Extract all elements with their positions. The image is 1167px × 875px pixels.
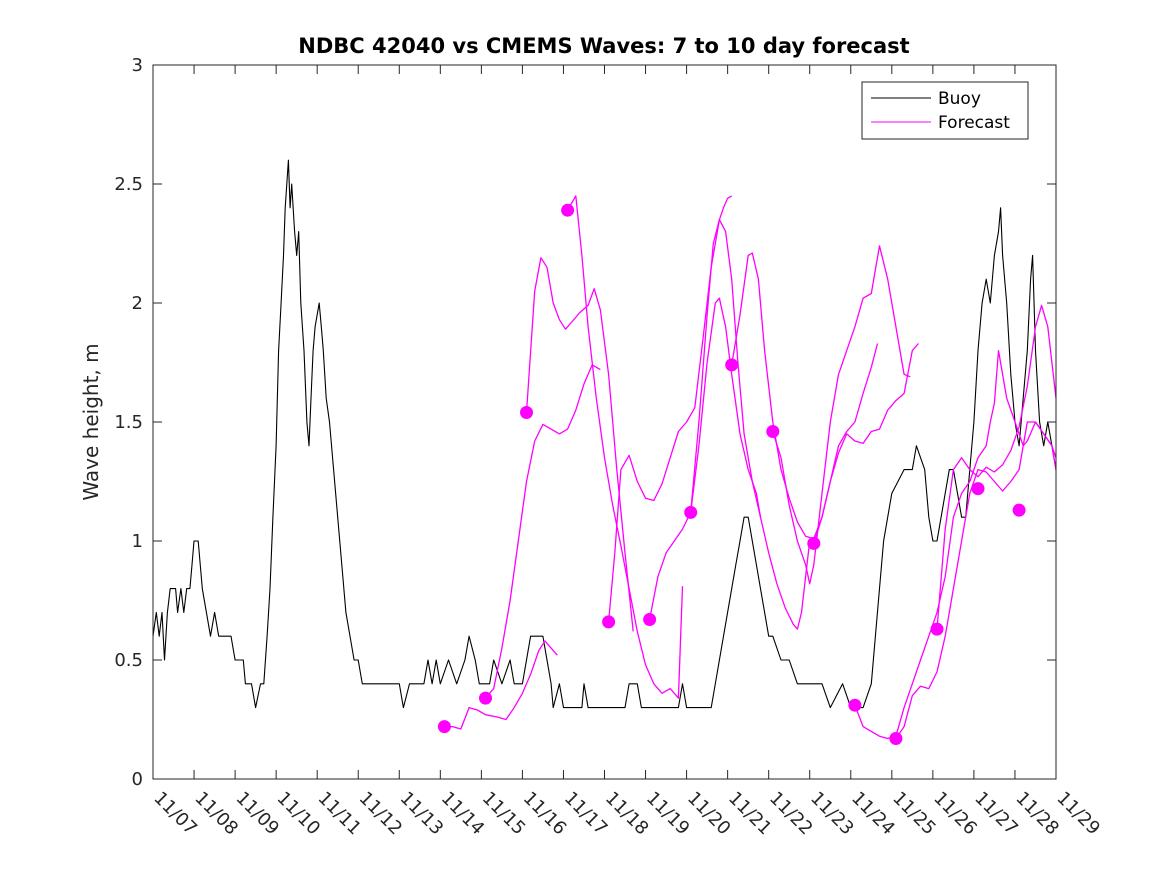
x-tick-label: 11/23 bbox=[806, 788, 858, 840]
forecast-start-marker-14 bbox=[971, 482, 985, 496]
forecast-series-line-1 bbox=[444, 640, 558, 730]
x-tick-label: 11/28 bbox=[1011, 788, 1063, 840]
forecast-start-marker-4 bbox=[561, 203, 575, 217]
y-tick-label: 2.5 bbox=[114, 174, 143, 195]
forecast-start-marker-13 bbox=[930, 622, 944, 636]
buoy-series-line bbox=[152, 159, 1057, 709]
forecast-start-marker-3 bbox=[520, 406, 533, 419]
y-tick-label: 2 bbox=[132, 293, 143, 314]
x-tick-label: 11/13 bbox=[396, 788, 448, 840]
forecast-series-line-12 bbox=[895, 421, 1057, 739]
forecast-series-line-8 bbox=[731, 252, 879, 540]
x-tick-label: 11/09 bbox=[232, 788, 284, 840]
forecast-series-line-9 bbox=[772, 245, 911, 585]
x-tick-label: 11/21 bbox=[724, 788, 776, 840]
x-tick-label: 11/29 bbox=[1052, 788, 1104, 840]
y-tick-label: 1 bbox=[132, 531, 143, 552]
forecast-start-marker-15 bbox=[1012, 503, 1026, 517]
x-tick-label: 11/07 bbox=[149, 788, 201, 840]
forecast-series-line-4 bbox=[567, 195, 684, 699]
y-tick-label: 0 bbox=[132, 769, 143, 790]
x-tick-label: 11/14 bbox=[437, 788, 489, 840]
x-tick-label: 11/17 bbox=[560, 788, 612, 840]
x-tick-label: 11/19 bbox=[642, 788, 694, 840]
forecast-series-line-13 bbox=[936, 304, 1057, 630]
plot-area bbox=[153, 65, 1056, 779]
legend-box bbox=[861, 81, 1029, 140]
x-tick-label: 11/22 bbox=[765, 788, 817, 840]
x-tick-label: 11/15 bbox=[478, 788, 530, 840]
y-tick-label: 3 bbox=[132, 55, 143, 76]
forecast-series-line-7 bbox=[690, 219, 811, 630]
forecast-start-marker-12 bbox=[889, 732, 903, 745]
legend-label-forecast: Forecast bbox=[938, 113, 1010, 133]
x-tick-label: 11/12 bbox=[355, 788, 407, 840]
forecast-start-marker-6 bbox=[643, 613, 657, 626]
forecast-series-line-6 bbox=[648, 297, 762, 620]
forecast-start-marker-7 bbox=[684, 505, 698, 519]
forecast-start-marker-2 bbox=[479, 691, 492, 705]
forecast-start-marker-5 bbox=[602, 615, 616, 629]
x-tick-label: 11/20 bbox=[683, 788, 735, 840]
x-tick-label: 11/16 bbox=[519, 788, 571, 840]
forecast-start-marker-8 bbox=[725, 358, 739, 372]
y-tick-label: 1.5 bbox=[114, 412, 143, 433]
forecast-start-marker-9 bbox=[766, 425, 780, 438]
forecast-series-line-5 bbox=[607, 195, 733, 622]
x-tick-label: 11/24 bbox=[847, 788, 899, 840]
forecast-start-marker-11 bbox=[848, 698, 862, 712]
forecast-start-marker-10 bbox=[807, 536, 821, 550]
legend-label-buoy: Buoy bbox=[938, 89, 981, 109]
x-tick-label: 11/10 bbox=[273, 788, 325, 840]
x-tick-label: 11/26 bbox=[929, 788, 981, 840]
forecast-series-line-2 bbox=[485, 364, 601, 699]
forecast-series-line-3 bbox=[525, 257, 634, 632]
x-tick-label: 11/11 bbox=[314, 788, 366, 840]
y-tick-label: 0.5 bbox=[114, 650, 143, 671]
data-layer bbox=[152, 159, 1057, 745]
x-tick-label: 11/08 bbox=[191, 788, 243, 840]
forecast-start-marker-1 bbox=[437, 720, 451, 734]
forecast-series-line-10 bbox=[813, 343, 919, 544]
legend: Buoy Forecast bbox=[861, 81, 1029, 140]
y-axis-label: Wave height, m bbox=[79, 343, 103, 500]
chart-title: NDBC 42040 vs CMEMS Waves: 7 to 10 day f… bbox=[298, 34, 909, 58]
x-tick-label: 11/27 bbox=[970, 788, 1022, 840]
x-tick-label: 11/18 bbox=[601, 788, 653, 840]
x-tick-label: 11/25 bbox=[888, 788, 940, 840]
